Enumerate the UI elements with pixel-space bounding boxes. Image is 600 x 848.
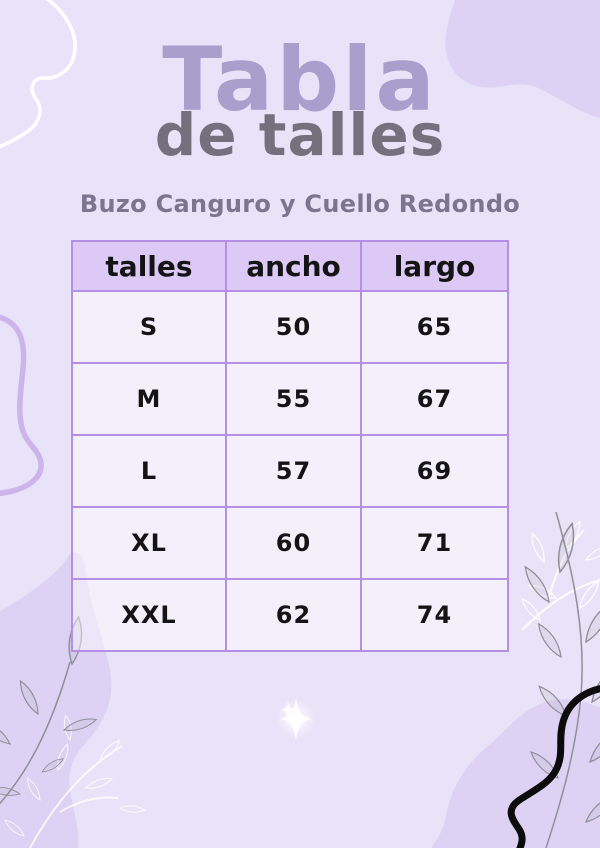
table-row: XXL 62 74 xyxy=(71,578,509,652)
table-row: XL 60 71 xyxy=(71,506,509,580)
cell-ancho: 60 xyxy=(225,506,362,580)
cell-talle: L xyxy=(71,434,227,508)
cell-ancho: 57 xyxy=(225,434,362,508)
subtitle: Buzo Canguro y Cuello Redondo xyxy=(79,190,521,218)
leaf-branch-white-left-icon xyxy=(2,714,146,848)
header-cell-ancho: ancho xyxy=(225,240,362,292)
size-table: talles ancho largo S 50 65 M 55 67 L 57 … xyxy=(71,240,509,652)
sparkle-icon xyxy=(276,697,316,741)
table-row: S 50 65 xyxy=(71,290,509,364)
table-row: L 57 69 xyxy=(71,434,509,508)
page-title-line-2: de talles xyxy=(154,101,446,169)
cell-largo: 69 xyxy=(360,434,509,508)
header-cell-largo: largo xyxy=(360,240,509,292)
table-row: M 55 67 xyxy=(71,362,509,436)
cell-ancho: 55 xyxy=(225,362,362,436)
table-header-row: talles ancho largo xyxy=(71,240,509,292)
cell-ancho: 62 xyxy=(225,578,362,652)
page-title-line-1: Tabla xyxy=(162,28,438,131)
cell-talle: S xyxy=(71,290,227,364)
black-squiggle-icon xyxy=(507,685,600,848)
header-cell-talles: talles xyxy=(71,240,227,292)
purple-outline-squiggle-icon xyxy=(0,314,44,497)
cell-largo: 67 xyxy=(360,362,509,436)
cell-talle: XL xyxy=(71,506,227,580)
cell-largo: 65 xyxy=(360,290,509,364)
cell-talle: XXL xyxy=(71,578,227,652)
leaf-branch-white-right-icon xyxy=(519,519,600,637)
cell-largo: 74 xyxy=(360,578,509,652)
cell-ancho: 50 xyxy=(225,290,362,364)
cell-talle: M xyxy=(71,362,227,436)
leaf-branch-gray-right-icon xyxy=(520,511,600,848)
blob-bottom-right xyxy=(431,699,600,848)
cell-largo: 71 xyxy=(360,506,509,580)
